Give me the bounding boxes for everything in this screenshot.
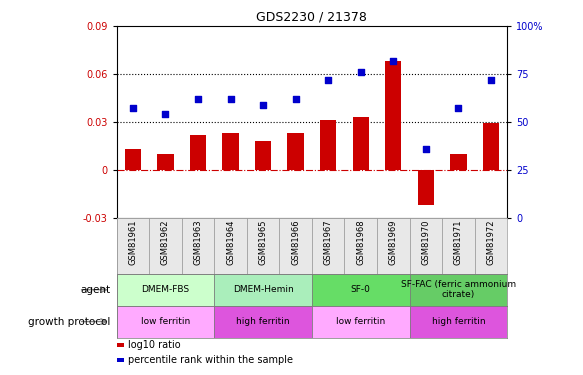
Text: GSM81972: GSM81972 [486, 219, 496, 265]
Text: percentile rank within the sample: percentile rank within the sample [128, 355, 293, 365]
Bar [247, 217, 279, 274]
Text: growth protocol: growth protocol [29, 316, 111, 327]
Text: DMEM-FBS: DMEM-FBS [141, 285, 189, 294]
Bar [409, 217, 442, 274]
Point [454, 105, 463, 111]
Point [389, 58, 398, 64]
Bar [214, 306, 312, 338]
Bar [117, 217, 149, 274]
Text: log10 ratio: log10 ratio [128, 340, 181, 350]
Point [421, 146, 430, 152]
Bar [149, 217, 182, 274]
Point [356, 69, 366, 75]
Text: low ferritin: low ferritin [336, 317, 385, 326]
Bar [442, 217, 475, 274]
Bar [450, 154, 466, 170]
Bar [222, 133, 238, 170]
Point [128, 105, 138, 111]
Title: GDS2230 / 21378: GDS2230 / 21378 [257, 11, 367, 24]
Bar [312, 274, 409, 306]
Text: SF-0: SF-0 [351, 285, 371, 294]
Text: GSM81967: GSM81967 [324, 219, 333, 265]
Text: GSM81964: GSM81964 [226, 219, 235, 265]
Text: low ferritin: low ferritin [141, 317, 190, 326]
Bar [345, 217, 377, 274]
Point [161, 111, 170, 117]
Text: GSM81966: GSM81966 [291, 219, 300, 265]
Bar [353, 117, 369, 170]
Bar [214, 217, 247, 274]
Text: GSM81963: GSM81963 [194, 219, 202, 265]
Bar [483, 123, 499, 170]
Point [291, 96, 300, 102]
Bar [409, 274, 507, 306]
Text: GSM81968: GSM81968 [356, 219, 365, 265]
Bar [287, 133, 304, 170]
Bar [190, 135, 206, 170]
Point [486, 77, 496, 83]
Bar [320, 120, 336, 170]
Point [194, 96, 203, 102]
Bar [214, 274, 312, 306]
Text: agent: agent [80, 285, 111, 295]
Point [258, 102, 268, 108]
Text: GSM81969: GSM81969 [389, 219, 398, 265]
Text: high ferritin: high ferritin [236, 317, 290, 326]
Bar [312, 306, 409, 338]
Text: GSM81962: GSM81962 [161, 219, 170, 265]
Bar [182, 217, 214, 274]
Bar [125, 149, 141, 170]
Text: GSM81961: GSM81961 [128, 219, 138, 265]
Bar [157, 154, 174, 170]
Text: DMEM-Hemin: DMEM-Hemin [233, 285, 293, 294]
Bar [409, 306, 507, 338]
Bar [417, 170, 434, 205]
Text: GSM81965: GSM81965 [259, 219, 268, 265]
Bar [475, 217, 507, 274]
Bar [255, 141, 271, 170]
Bar [117, 274, 215, 306]
Bar [279, 217, 312, 274]
Text: SF-FAC (ferric ammonium
citrate): SF-FAC (ferric ammonium citrate) [401, 280, 516, 299]
Text: high ferritin: high ferritin [431, 317, 485, 326]
Text: GSM81970: GSM81970 [422, 219, 430, 265]
Bar [312, 217, 345, 274]
Bar [117, 306, 215, 338]
Bar [385, 61, 402, 170]
Point [324, 77, 333, 83]
Bar [377, 217, 409, 274]
Point [226, 96, 235, 102]
Text: GSM81971: GSM81971 [454, 219, 463, 265]
